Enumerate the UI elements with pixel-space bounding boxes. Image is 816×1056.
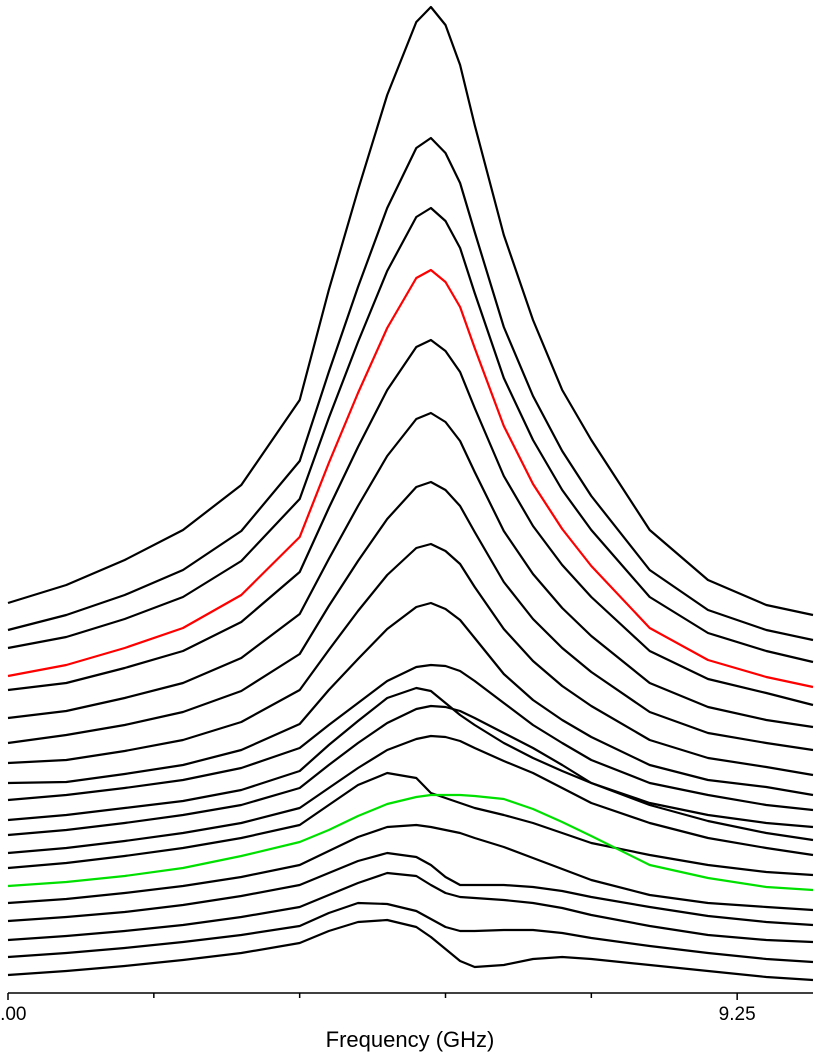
spectrum-line — [7, 480, 814, 752]
x-tick-label: 9.00 — [0, 1004, 26, 1025]
spectrum-line — [7, 686, 814, 829]
x-axis-title: Frequency (GHz) — [326, 1027, 495, 1052]
spectrum-line — [7, 663, 814, 812]
spectrum-line — [7, 901, 814, 964]
spectrum-line — [7, 411, 814, 729]
spectrum-line — [7, 851, 814, 927]
spectrum-line — [7, 338, 814, 707]
spectrum-line — [7, 136, 814, 642]
spectrum-line — [7, 823, 814, 912]
spectrum-line — [7, 601, 814, 797]
spectrum-line — [7, 793, 814, 892]
spectrum-line — [7, 918, 814, 982]
x-tick-label: 9.25 — [719, 1004, 756, 1025]
spectrum-line — [7, 734, 814, 857]
spectrum-line — [7, 5, 814, 617]
spectrum-line — [7, 542, 814, 777]
spectrum-line — [7, 268, 814, 689]
spectrum-line — [7, 871, 814, 944]
spectrum-line — [7, 704, 814, 842]
spectrum-line — [7, 206, 814, 664]
